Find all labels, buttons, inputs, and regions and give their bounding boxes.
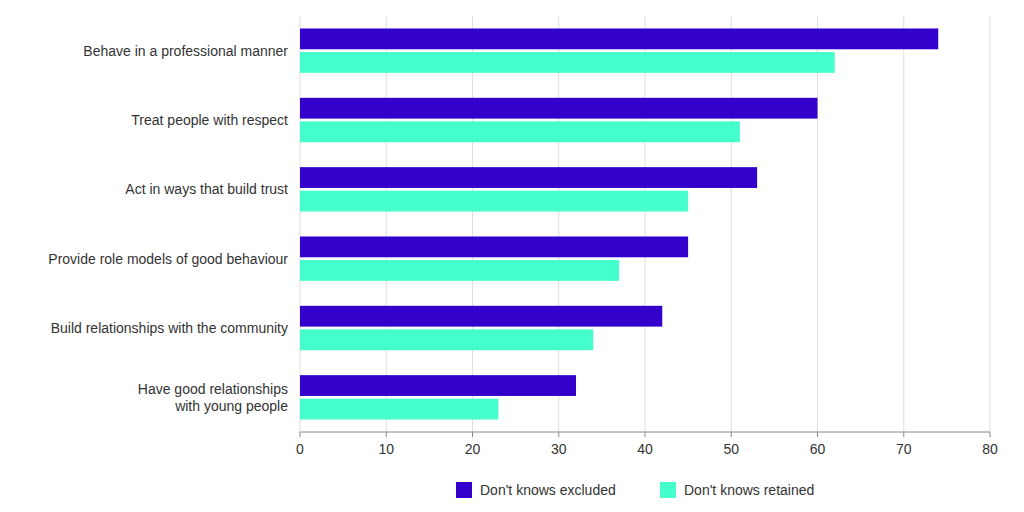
category-label: Behave in a professional manner	[83, 43, 288, 59]
tick-label: 40	[637, 441, 653, 457]
tick-label: 60	[810, 441, 826, 457]
bars	[300, 28, 938, 419]
tick-mark	[731, 432, 732, 437]
bar	[300, 399, 498, 420]
legend: Don't knows excluded Don't knows retained	[456, 482, 814, 498]
bar	[300, 375, 576, 396]
chart-container: 0 10 20 30 40 50 60 70 80 Behave in a professiona…	[0, 0, 1024, 512]
bar	[300, 306, 662, 327]
bar	[300, 329, 593, 350]
grid-line	[472, 16, 473, 432]
tick-label: 20	[465, 441, 481, 457]
grid	[300, 16, 990, 432]
bar	[300, 167, 757, 188]
tick-label: 50	[723, 441, 739, 457]
tick-mark	[386, 432, 387, 437]
category-label: Treat people with respect	[131, 112, 288, 128]
legend-label: Don't knows retained	[684, 482, 814, 498]
grid-line	[990, 16, 991, 432]
tick-mark	[990, 432, 991, 437]
bar	[300, 52, 835, 73]
chart: 0 10 20 30 40 50 60 70 80 Behave in a professiona…	[0, 0, 1024, 512]
y-axis: Behave in a professional manner Treat peo…	[48, 43, 288, 414]
tick-label: 10	[378, 441, 394, 457]
bar	[300, 28, 938, 49]
bar	[300, 121, 740, 142]
legend-swatch	[660, 482, 676, 498]
bar	[300, 236, 688, 257]
grid-line	[645, 16, 646, 432]
bar	[300, 98, 818, 119]
grid-line	[731, 16, 732, 432]
tick-mark	[817, 432, 818, 437]
tick-mark	[645, 432, 646, 437]
tick-label: 70	[896, 441, 912, 457]
grid-line	[300, 16, 301, 432]
tick-mark	[300, 432, 301, 437]
tick-label: 80	[982, 441, 998, 457]
tick-label: 0	[296, 441, 304, 457]
category-label: Act in ways that build trust	[125, 181, 288, 197]
tick-mark	[472, 432, 473, 437]
bar	[300, 191, 688, 212]
category-label: Provide role models of good behaviour	[48, 251, 288, 267]
legend-swatch	[456, 482, 472, 498]
grid-line	[386, 16, 387, 432]
tick-mark	[558, 432, 559, 437]
tick-label: 30	[551, 441, 567, 457]
category-label: Build relationships with the community	[51, 320, 288, 336]
category-label: Have good relationshipswith young people	[138, 381, 288, 414]
bar	[300, 260, 619, 281]
grid-line	[558, 16, 559, 432]
grid-line	[903, 16, 904, 432]
x-axis: 0 10 20 30 40 50 60 70 80	[296, 432, 998, 457]
grid-line	[817, 16, 818, 432]
tick-mark	[903, 432, 904, 437]
x-axis-line	[300, 432, 990, 433]
legend-label: Don't knows excluded	[480, 482, 616, 498]
